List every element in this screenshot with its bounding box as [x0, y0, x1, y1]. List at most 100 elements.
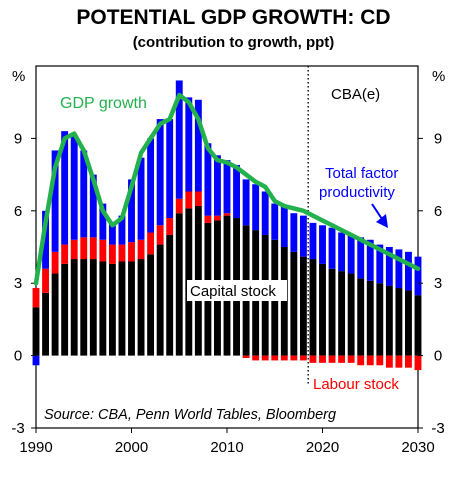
bar-total-factor-productivity-2001 — [137, 157, 145, 240]
bar-capital-stock-2028 — [395, 288, 403, 356]
y-tick-label-left-6: 6 — [14, 203, 22, 220]
x-tick-label-2010: 2010 — [210, 439, 243, 456]
y-tick-label-left--3: -3 — [11, 420, 24, 437]
bar-total-factor-productivity-1990 — [32, 355, 40, 366]
tfp-arrow-line — [371, 203, 383, 220]
bar-labour-stock-2024 — [357, 355, 365, 366]
bars-group — [32, 80, 422, 371]
source-note: Source: CBA, Penn World Tables, Bloomber… — [44, 407, 336, 423]
bar-labour-stock-2021 — [328, 355, 336, 363]
bar-total-factor-productivity-2015 — [271, 203, 279, 240]
bar-capital-stock-1995 — [80, 259, 88, 356]
ticks-group: -3 -3 0 0 3 3 6 6 9 9 1990 2000 2010 2020 2030 — [11, 130, 444, 456]
bar-labour-stock-1995 — [80, 237, 88, 260]
bar-total-factor-productivity-2030 — [414, 256, 422, 296]
bar-labour-stock-2013 — [252, 355, 260, 361]
bar-capital-stock-1998 — [108, 263, 116, 356]
bar-labour-stock-2004 — [166, 218, 174, 235]
y-tick-label-right-0: 0 — [434, 348, 442, 365]
bar-labour-stock-1998 — [108, 244, 116, 264]
bar-capital-stock-2018 — [299, 256, 307, 356]
bar-total-factor-productivity-2027 — [385, 247, 393, 286]
bar-capital-stock-2019 — [309, 259, 317, 356]
bar-total-factor-productivity-2025 — [366, 239, 374, 281]
bar-labour-stock-2028 — [395, 355, 403, 368]
bar-labour-stock-2030 — [414, 355, 422, 371]
gdp-growth-line — [33, 92, 421, 286]
bar-labour-stock-1992 — [51, 251, 59, 274]
bar-total-factor-productivity-2023 — [347, 234, 355, 274]
bar-labour-stock-2008 — [204, 215, 212, 223]
bar-labour-stock-2020 — [319, 355, 326, 363]
bar-capital-stock-2005 — [175, 213, 183, 356]
bar-total-factor-productivity-2005 — [175, 80, 183, 199]
y-tick-label-left-9: 9 — [14, 130, 22, 147]
bar-labour-stock-2005 — [175, 198, 183, 214]
chart-title: POTENTIAL GDP GROWTH: CD — [76, 6, 391, 29]
bar-labour-stock-1993 — [61, 244, 69, 264]
labour-stock-label: Labour stock — [313, 376, 399, 393]
bar-total-factor-productivity-1999 — [118, 215, 126, 245]
bar-capital-stock-2001 — [137, 259, 145, 356]
x-tick-label-2030: 2030 — [401, 439, 434, 456]
x-tick-label-2020: 2020 — [306, 439, 339, 456]
x-tick-label-2000: 2000 — [115, 439, 148, 456]
capital-label-box — [187, 280, 287, 301]
bar-total-factor-productivity-2019 — [309, 222, 317, 260]
bar-capital-stock-2003 — [156, 244, 164, 356]
bar-total-factor-productivity-2017 — [290, 213, 298, 252]
bar-capital-stock-1992 — [51, 273, 59, 356]
bar-total-factor-productivity-1998 — [108, 222, 116, 245]
bar-capital-stock-2025 — [366, 280, 374, 356]
tfp-arrow-head-icon — [376, 214, 388, 228]
bar-capital-stock-2030 — [414, 295, 422, 356]
bar-labour-stock-1999 — [118, 244, 126, 262]
bar-labour-stock-2010 — [223, 213, 231, 216]
bar-capital-stock-2023 — [347, 273, 355, 356]
bar-total-factor-productivity-2006 — [185, 97, 193, 192]
bar-labour-stock-2015 — [271, 355, 279, 361]
y-unit-left: % — [12, 68, 25, 85]
bar-capital-stock-2026 — [376, 283, 384, 356]
bar-total-factor-productivity-2022 — [338, 232, 346, 272]
bar-labour-stock-1991 — [42, 268, 49, 293]
bar-labour-stock-2017 — [290, 355, 298, 361]
bar-labour-stock-2006 — [185, 191, 193, 209]
bar-labour-stock-2002 — [147, 232, 155, 255]
bar-total-factor-productivity-2008 — [204, 143, 212, 216]
bar-total-factor-productivity-2018 — [299, 215, 307, 257]
tfp-label-line1: Total factor — [325, 165, 398, 182]
bar-labour-stock-1994 — [70, 239, 78, 260]
bar-total-factor-productivity-2004 — [166, 119, 174, 219]
bar-labour-stock-2016 — [280, 355, 288, 361]
bar-total-factor-productivity-2003 — [156, 119, 164, 226]
bar-labour-stock-2029 — [405, 355, 412, 368]
bar-total-factor-productivity-1996 — [89, 174, 97, 238]
y-tick-label-left-3: 3 — [14, 275, 22, 292]
bar-capital-stock-2002 — [147, 254, 155, 356]
cba-forecast-label: CBA(e) — [331, 86, 380, 103]
bar-total-factor-productivity-2000 — [128, 179, 135, 243]
bar-total-factor-productivity-2012 — [242, 179, 250, 226]
bar-capital-stock-1990 — [32, 307, 40, 356]
bar-total-factor-productivity-2007 — [194, 99, 202, 192]
y-tick-label-right--3: -3 — [431, 420, 444, 437]
bar-labour-stock-2018 — [299, 355, 307, 361]
y-unit-right: % — [432, 68, 445, 85]
x-tick-label-1990: 1990 — [19, 439, 52, 456]
bar-total-factor-productivity-2024 — [357, 237, 365, 279]
bar-labour-stock-2000 — [128, 242, 135, 262]
bar-total-factor-productivity-1993 — [61, 131, 69, 245]
y-tick-label-right-6: 6 — [434, 203, 442, 220]
bar-total-factor-productivity-1997 — [99, 203, 107, 240]
capital-stock-label: Capital stock — [190, 283, 276, 300]
bar-capital-stock-1999 — [118, 261, 126, 356]
chart-subtitle: (contribution to growth, ppt) — [132, 34, 335, 51]
bar-total-factor-productivity-2020 — [319, 225, 326, 264]
bar-capital-stock-1997 — [99, 261, 107, 356]
bar-labour-stock-1990 — [32, 288, 40, 308]
bar-total-factor-productivity-2021 — [328, 227, 336, 269]
bar-capital-stock-2000 — [128, 261, 135, 356]
bar-total-factor-productivity-1991 — [42, 210, 49, 269]
